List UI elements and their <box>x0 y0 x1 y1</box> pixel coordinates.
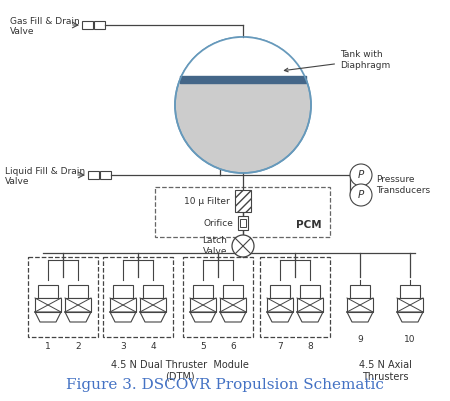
Bar <box>400 285 420 298</box>
Text: P: P <box>358 170 364 180</box>
Bar <box>193 285 213 298</box>
Text: 3: 3 <box>120 342 126 351</box>
Bar <box>68 285 88 298</box>
Bar <box>270 285 290 298</box>
Bar <box>143 285 163 298</box>
Bar <box>300 285 320 298</box>
Text: P: P <box>358 190 364 200</box>
Bar <box>100 171 111 179</box>
Bar <box>223 285 243 298</box>
Bar <box>155 187 330 237</box>
Circle shape <box>350 164 372 186</box>
Text: 10: 10 <box>404 335 416 344</box>
Bar <box>65 298 91 312</box>
Bar <box>260 257 330 337</box>
Text: PCM: PCM <box>297 220 322 230</box>
Circle shape <box>175 37 311 173</box>
Bar <box>103 257 173 337</box>
Bar <box>110 298 136 312</box>
Text: 5: 5 <box>200 342 206 351</box>
Bar <box>28 257 98 337</box>
Circle shape <box>350 184 372 206</box>
Text: 1: 1 <box>45 342 51 351</box>
Bar <box>350 285 370 298</box>
Bar <box>397 298 423 312</box>
Bar <box>88 171 99 179</box>
Text: Tank with
Diaphragm: Tank with Diaphragm <box>284 50 390 72</box>
Bar <box>190 298 216 312</box>
Text: 10 μ Filter: 10 μ Filter <box>184 196 230 205</box>
Text: 6: 6 <box>230 342 236 351</box>
Bar <box>94 21 105 29</box>
Text: 9: 9 <box>357 335 363 344</box>
Text: Liquid Fill & Drain
Valve: Liquid Fill & Drain Valve <box>5 167 85 186</box>
Text: 7: 7 <box>277 342 283 351</box>
Bar <box>113 285 133 298</box>
Bar <box>35 298 61 312</box>
Text: 8: 8 <box>307 342 313 351</box>
Bar <box>183 257 253 337</box>
Bar <box>140 298 166 312</box>
Text: Pressure
Transducers: Pressure Transducers <box>376 175 430 195</box>
Bar <box>297 298 323 312</box>
Text: Latch
Valve: Latch Valve <box>202 236 227 256</box>
Bar <box>347 298 373 312</box>
Bar <box>238 216 248 230</box>
Text: 4.5 N Dual Thruster  Module
(DTM): 4.5 N Dual Thruster Module (DTM) <box>111 360 249 382</box>
Circle shape <box>232 235 254 257</box>
Text: 4.5 N Axial
Thrusters: 4.5 N Axial Thrusters <box>359 360 411 382</box>
Bar <box>235 190 251 212</box>
Bar <box>220 298 246 312</box>
Text: 4: 4 <box>150 342 156 351</box>
Text: Orifice: Orifice <box>203 219 233 227</box>
Text: Gas Fill & Drain
Valve: Gas Fill & Drain Valve <box>10 17 80 36</box>
Bar <box>267 298 293 312</box>
Text: Figure 3. DSCOVR Propulsion Schematic: Figure 3. DSCOVR Propulsion Schematic <box>66 378 384 392</box>
Bar <box>82 21 93 29</box>
Bar <box>38 285 58 298</box>
Text: 2: 2 <box>75 342 81 351</box>
Bar <box>240 219 246 227</box>
